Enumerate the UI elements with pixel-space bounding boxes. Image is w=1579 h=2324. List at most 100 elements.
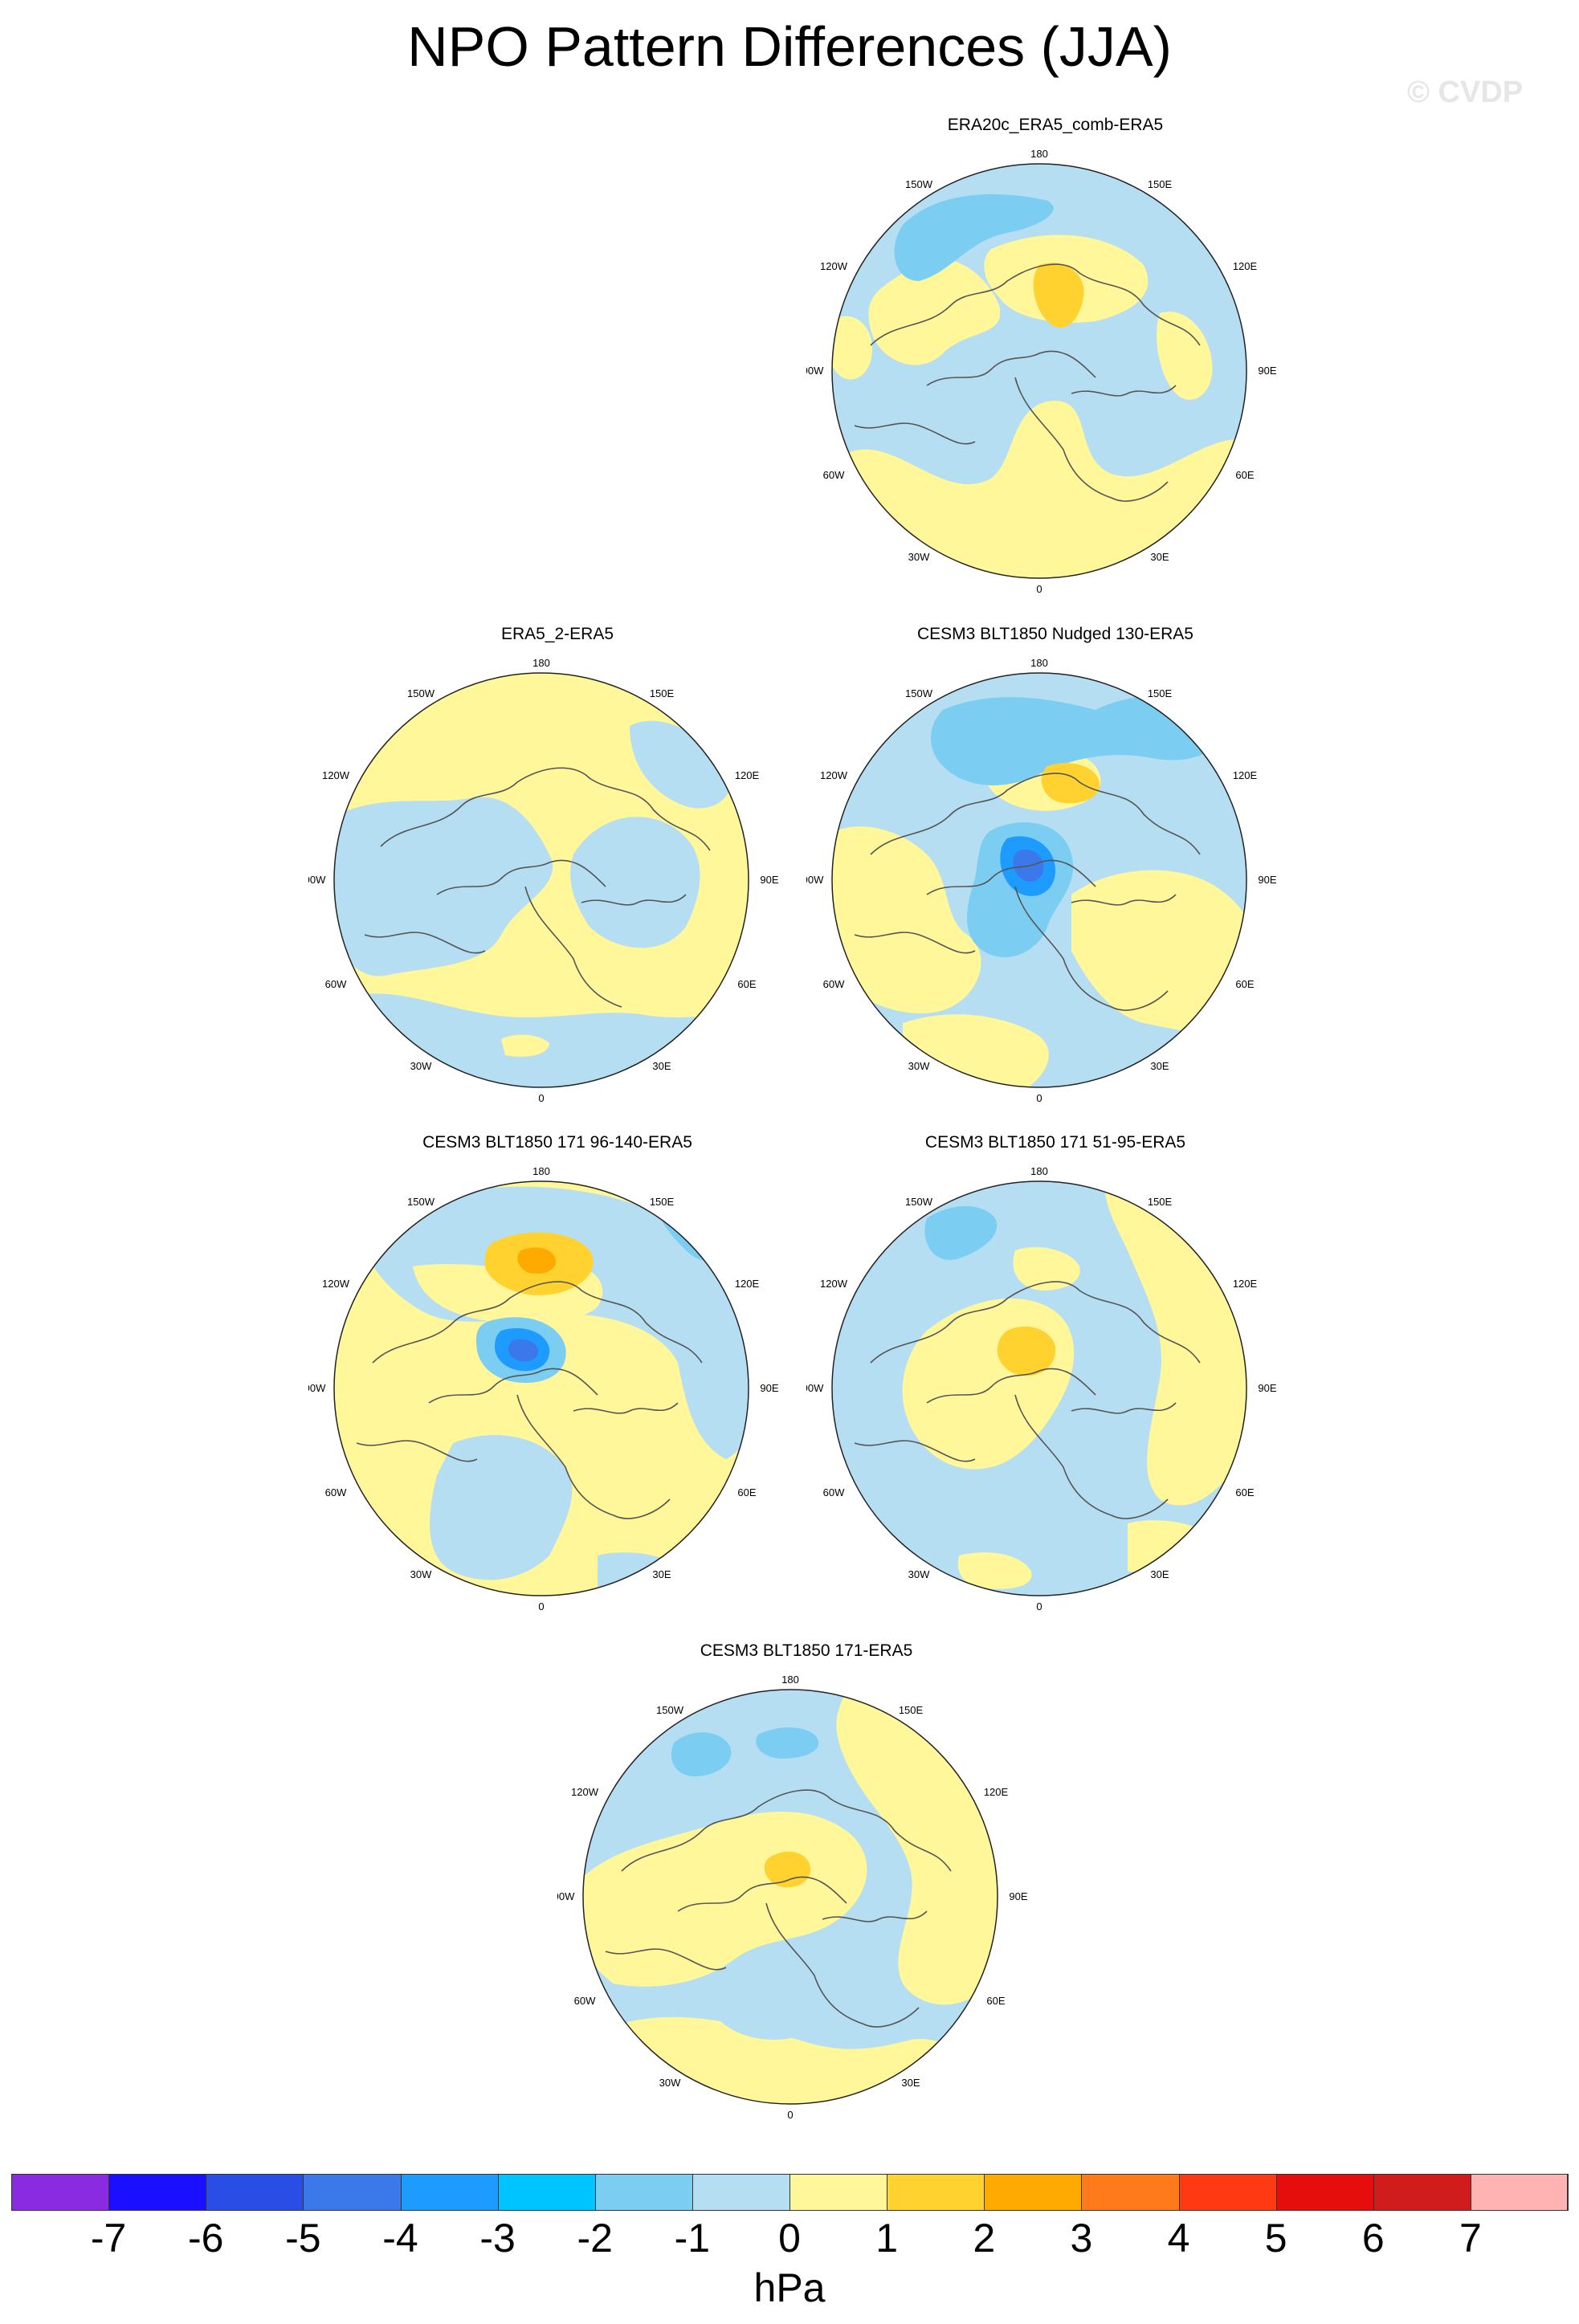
negative-region (710, 1975, 826, 2040)
lon-label: 120W (322, 769, 350, 781)
map-panel-b: ERA5_2-ERA5 180 150E 120E 90E 60E 30E 0 (308, 625, 806, 1127)
colorbar-swatch (400, 2174, 499, 2211)
lon-label: 180 (1030, 657, 1048, 669)
lon-label: 150E (1148, 178, 1173, 190)
lon-label: 120E (1233, 769, 1258, 781)
lon-label: 30W (410, 1060, 432, 1072)
positive-region (832, 826, 981, 1013)
positive-region (1128, 1520, 1216, 1572)
lon-label: 0 (538, 1600, 544, 1613)
page-title: NPO Pattern Differences (JJA) (407, 15, 1172, 78)
lon-label: 90E (1258, 874, 1276, 886)
negative-region (430, 1435, 573, 1580)
negative-region (357, 1186, 749, 1459)
polar-map: 180 150E 120E 90E 60E 30E 0 30W 60W 90W … (806, 657, 1277, 1104)
lon-label: 30E (652, 1568, 671, 1580)
lon-label: 180 (532, 1165, 550, 1177)
lon-label: 90W (308, 1382, 326, 1394)
lon-label: 60W (823, 469, 845, 481)
positive-core (517, 1247, 557, 1274)
coastlines (605, 1789, 952, 2028)
lon-label: 30E (901, 2077, 920, 2089)
lon-label: 90E (1009, 1890, 1027, 1902)
lon-label: 30W (659, 2077, 681, 2089)
lon-label: 120E (984, 1786, 1009, 1798)
lon-label: 60E (737, 1486, 756, 1498)
coastlines (364, 767, 711, 1008)
lon-label: 120E (1233, 1278, 1258, 1290)
lon-label: 150E (650, 687, 675, 699)
coastlines (854, 263, 1201, 502)
lon-label: 30E (652, 1060, 671, 1072)
lon-label: 30W (908, 1060, 930, 1072)
colorbar-swatch (984, 2174, 1083, 2211)
positive-region (1013, 1247, 1080, 1290)
lon-label: 120E (735, 1278, 760, 1290)
lon-label: 90E (760, 874, 778, 886)
lon-label: 30W (908, 551, 930, 563)
map-panel-d: CESM3 BLT1850 171 96-140-ERA5 180 150E (308, 1133, 806, 1636)
lon-label: 120E (1233, 260, 1258, 272)
lon-label: 120E (735, 769, 760, 781)
lon-label: 150E (1148, 1196, 1173, 1208)
colorbar-tick-label: 7 (1459, 2216, 1482, 2261)
lon-label: 90W (557, 1890, 575, 1902)
lon-label: 60W (325, 978, 347, 990)
lon-label: 0 (1036, 1092, 1042, 1104)
positive-region (868, 258, 1001, 365)
colorbar-tick-label: 3 (1070, 2216, 1093, 2261)
lon-label: 150W (407, 687, 435, 699)
lon-label: 30E (1150, 1568, 1169, 1580)
panel-title: CESM3 BLT1850 171 51-95-ERA5 (924, 1133, 1186, 1152)
lon-label: 60W (574, 1995, 596, 2007)
lon-label: 90W (308, 874, 326, 886)
colorbar-tick-label: -4 (382, 2216, 418, 2261)
positive-region (1157, 312, 1213, 400)
lon-label: 120W (820, 260, 848, 272)
colorbar-tick-label: -7 (90, 2216, 127, 2261)
lon-label: 90W (806, 1382, 824, 1394)
colorbar-swatch (790, 2174, 888, 2211)
lon-label: 150W (905, 1196, 933, 1208)
colorbar-tick-label: 5 (1264, 2216, 1287, 2261)
colorbar-tick-label: 6 (1361, 2216, 1385, 2261)
lon-label: 180 (1030, 148, 1048, 160)
colorbar-tick-label: -6 (188, 2216, 224, 2261)
positive-region (957, 1552, 1032, 1589)
polar-map: 180 150E 120E 90E 60E 30E 0 30W 60W 90W … (806, 148, 1277, 595)
polar-map: 180 150E 120E 90E 60E 30E 0 30W 60W 90W … (308, 1165, 779, 1613)
panel-title: CESM3 BLT1850 Nudged 130-ERA5 (917, 625, 1193, 643)
colorbar-tick-label: 1 (875, 2216, 899, 2261)
coastlines (854, 773, 1201, 1011)
colorbar-swatch (1470, 2174, 1569, 2211)
polar-map: 180 150E 120E 90E 60E 30E 0 30W 60W 90W … (557, 1674, 1028, 2121)
lon-label: 0 (538, 1092, 544, 1104)
map-boundary (333, 672, 749, 1088)
lon-label: 120W (820, 769, 848, 781)
lon-label: 30W (410, 1568, 432, 1580)
positive-region (832, 316, 872, 380)
colorbar-tick-label: -3 (479, 2216, 516, 2261)
map-boundary (831, 672, 1247, 1088)
colorbar-tick-label: 2 (973, 2216, 996, 2261)
lon-label: 30W (908, 1568, 930, 1580)
lon-label: 120W (571, 1786, 599, 1798)
lon-label: 90E (1258, 365, 1276, 377)
lon-label: 120W (322, 1278, 350, 1290)
negative-region (598, 1552, 686, 1596)
lon-label: 180 (781, 1674, 799, 1686)
negative-region (570, 817, 700, 948)
lon-label: 90W (806, 365, 824, 377)
map-boundary (582, 1689, 998, 2105)
colorbar-swatch (206, 2174, 304, 2211)
lon-label: 150E (1148, 687, 1173, 699)
lon-label: 60E (986, 1995, 1005, 2007)
negative-core (671, 1732, 732, 1777)
colorbar-swatch (1275, 2174, 1374, 2211)
map-boundary (333, 1180, 749, 1596)
panel-title: ERA20c_ERA5_comb-ERA5 (947, 116, 1164, 134)
negative-core (756, 1727, 819, 1759)
positive-core (1033, 263, 1084, 328)
lon-label: 60E (1235, 978, 1254, 990)
map-panel-c: CESM3 BLT1850 Nudged 130-ERA5 180 150E (806, 625, 1304, 1127)
